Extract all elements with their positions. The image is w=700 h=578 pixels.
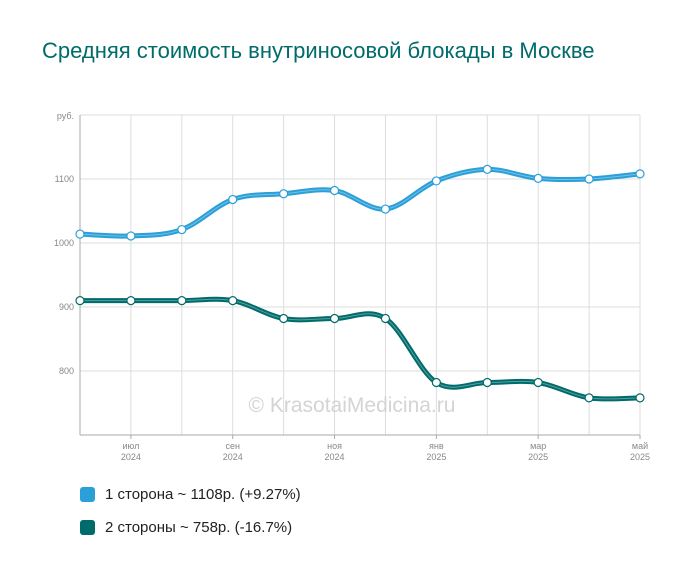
data-point-s1-1 xyxy=(126,231,136,241)
legend-swatch-1 xyxy=(80,486,95,502)
y-tick-label: 1100 xyxy=(55,174,74,184)
data-point-s1-6 xyxy=(380,204,391,214)
x-tick-label-year: 2024 xyxy=(223,452,243,462)
legend-label-1: 1 сторона ~ 1108р. (+9.27%) xyxy=(105,485,301,503)
x-tick-label-month: май xyxy=(632,441,648,451)
x-tick-label-year: 2025 xyxy=(426,452,446,462)
x-tick-label-year: 2024 xyxy=(325,452,345,462)
x-tick-label-month: ноя xyxy=(327,441,342,451)
line-chart: © KrasotaiMedicina.ru руб.80090010001100… xyxy=(54,111,650,462)
data-point-s1-9 xyxy=(533,173,543,183)
axes: руб.80090010001100июл2024сен2024ноя2024я… xyxy=(54,111,650,462)
data-point-s1-7 xyxy=(431,176,441,186)
legend: 1 сторона ~ 1108р. (+9.27%) 2 стороны ~ … xyxy=(80,484,301,550)
data-point-s2-3 xyxy=(228,296,238,306)
legend-label-2: 2 стороны ~ 758р. (-16.7%) xyxy=(105,518,293,536)
data-point-s2-0 xyxy=(75,296,85,306)
y-axis-unit-label: руб. xyxy=(57,111,74,121)
legend-item-2[interactable]: 2 стороны ~ 758р. (-16.7%) xyxy=(80,517,301,537)
grid-lines xyxy=(79,114,641,435)
x-tick-label-month: июл xyxy=(122,441,139,451)
series-group xyxy=(75,164,645,403)
data-point-s1-0 xyxy=(75,229,85,239)
data-point-s1-5 xyxy=(329,185,340,196)
x-tick-label-month: янв xyxy=(429,441,444,451)
data-point-s2-11 xyxy=(635,393,645,403)
x-tick-label-year: 2025 xyxy=(528,452,548,462)
legend-swatch-2 xyxy=(80,519,95,535)
data-point-s2-4 xyxy=(279,313,289,324)
x-tick-label-year: 2025 xyxy=(630,452,650,462)
y-tick-label: 900 xyxy=(59,302,74,312)
x-tick-label-month: сен xyxy=(225,441,240,451)
data-point-s2-7 xyxy=(431,377,441,388)
y-tick-label: 800 xyxy=(59,366,74,376)
series-line-highlight-2 xyxy=(79,298,641,400)
x-tick-label-year: 2024 xyxy=(121,452,141,462)
y-tick-label: 1000 xyxy=(54,238,74,248)
data-point-s2-1 xyxy=(126,296,136,306)
data-point-s2-10 xyxy=(584,393,594,403)
data-point-s2-8 xyxy=(482,377,492,388)
chart-title: Средняя стоимость внутриносовой блокады … xyxy=(42,38,595,63)
data-point-s1-10 xyxy=(584,174,594,184)
data-point-s1-4 xyxy=(279,189,289,199)
data-point-s2-2 xyxy=(177,296,187,306)
data-point-s1-8 xyxy=(482,164,492,174)
legend-item-1[interactable]: 1 сторона ~ 1108р. (+9.27%) xyxy=(80,484,301,504)
data-point-s2-5 xyxy=(329,313,340,324)
data-point-s1-3 xyxy=(228,194,238,205)
data-point-s2-6 xyxy=(380,313,391,324)
data-point-s1-11 xyxy=(635,169,645,179)
data-point-s1-2 xyxy=(177,224,187,235)
data-point-s2-9 xyxy=(533,377,543,388)
x-tick-label-month: мар xyxy=(530,441,546,451)
watermark: © KrasotaiMedicina.ru xyxy=(249,394,456,417)
